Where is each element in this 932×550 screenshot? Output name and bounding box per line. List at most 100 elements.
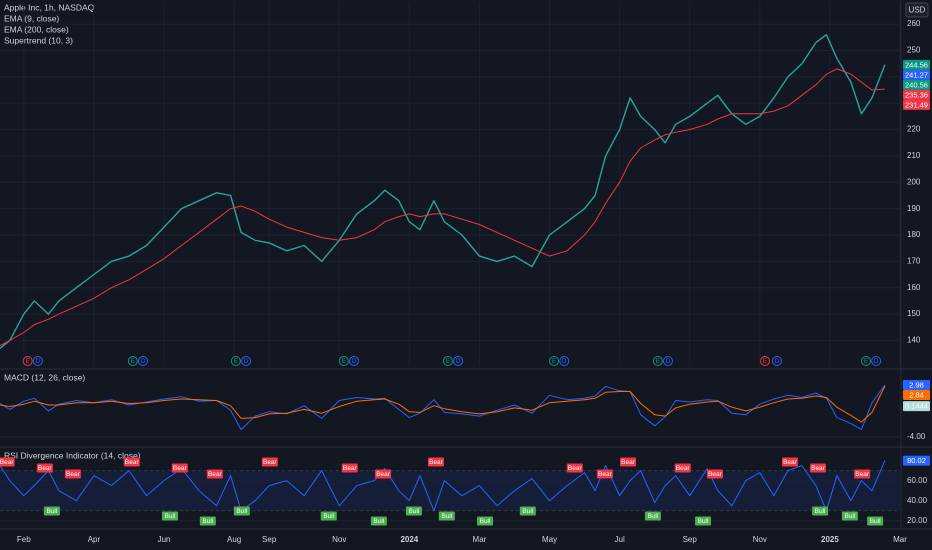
- event-label: E: [131, 358, 136, 365]
- x-tick-label: Sep: [683, 535, 698, 544]
- signal-label: Bull: [815, 508, 826, 515]
- x-tick-label: Nov: [332, 535, 346, 544]
- signal-label: Bear: [0, 459, 14, 466]
- signal-tag: [320, 511, 337, 521]
- signal-label: Bull: [202, 518, 213, 525]
- last-value-box: [903, 401, 930, 412]
- y-tick-label: 140: [907, 336, 921, 345]
- legend-entry: EMA (200, close): [4, 24, 69, 34]
- signal-tag: [123, 457, 140, 467]
- y-tick-label: 60.00: [907, 476, 928, 485]
- signal-label: Bear: [621, 459, 636, 466]
- series-line: [0, 460, 886, 512]
- signal-label: Bull: [236, 508, 247, 515]
- last-value-label: 231.49: [905, 100, 928, 109]
- event-label: E: [26, 358, 31, 365]
- signal-label: Bull: [441, 513, 452, 520]
- x-tick-label: Mar: [473, 535, 487, 544]
- signal-tag: [674, 463, 691, 473]
- y-tick-label: 250: [907, 46, 921, 55]
- event-marker: [771, 356, 782, 366]
- signal-tag: [261, 457, 278, 467]
- signal-label: Bull: [46, 508, 57, 515]
- x-tick-label: Aug: [227, 535, 241, 544]
- event-marker: [32, 356, 43, 366]
- y-tick-label: 180: [907, 230, 921, 239]
- signal-label: Bear: [811, 465, 826, 472]
- signal-label: Bull: [480, 518, 491, 525]
- y-tick-label: 160: [907, 283, 921, 292]
- x-tick-label: Mar: [893, 535, 907, 544]
- event-marker: [549, 356, 560, 366]
- event-label: E: [446, 358, 451, 365]
- signal-label: Bull: [323, 513, 334, 520]
- signal-label: Bear: [125, 459, 140, 466]
- pane: [0, 384, 900, 438]
- signal-tag: [596, 469, 613, 479]
- legend-entry: Supertrend (10, 3): [4, 35, 73, 45]
- event-label: D: [775, 358, 780, 365]
- signal-label: Bear: [783, 459, 798, 466]
- signal-label: Bull: [844, 513, 855, 520]
- signal-label: Bull: [870, 518, 881, 525]
- x-tick-label: Apr: [88, 535, 101, 544]
- signal-tag: [0, 457, 15, 467]
- event-marker: [662, 356, 673, 366]
- event-label: E: [342, 358, 347, 365]
- last-value-label: 2.84: [909, 390, 924, 399]
- last-value-label: 241.27: [905, 70, 928, 79]
- signal-label: Bear: [708, 471, 723, 478]
- last-value-label: 240.56: [905, 80, 928, 89]
- signal-label: Bear: [38, 465, 53, 472]
- signal-tag: [171, 463, 188, 473]
- last-value-label: 80.02: [907, 456, 926, 465]
- currency[interactable]: USD: [909, 6, 926, 15]
- series-line: [0, 385, 886, 423]
- signal-label: Bear: [66, 471, 81, 478]
- event-label: E: [864, 358, 869, 365]
- signal-label: Bear: [676, 465, 691, 472]
- event-label: D: [352, 358, 357, 365]
- last-value-label: 235.36: [905, 90, 928, 99]
- y-tick-label: 200: [907, 177, 921, 186]
- event-label: D: [141, 358, 146, 365]
- signal-tag: [43, 506, 60, 516]
- event-label: E: [552, 358, 557, 365]
- x-tick-label: Jul: [615, 535, 625, 544]
- legend-entry: EMA (9, close): [4, 13, 59, 23]
- event-marker: [760, 356, 771, 366]
- signal-label: Bear: [429, 459, 444, 466]
- event-marker: [22, 356, 33, 366]
- event-marker: [241, 356, 252, 366]
- y-tick-label: 260: [907, 19, 921, 28]
- signal-label: Bull: [165, 513, 176, 520]
- x-tick-label: May: [542, 535, 557, 544]
- event-label: D: [666, 358, 671, 365]
- signal-label: Bull: [647, 513, 658, 520]
- pane-title: MACD (12, 26, close): [4, 372, 85, 382]
- signal-tag: [341, 463, 358, 473]
- signal-label: Bear: [855, 471, 870, 478]
- x-tick-label: Nov: [753, 535, 767, 544]
- event-label: D: [456, 358, 461, 365]
- last-value-label: 0.1444: [905, 402, 928, 411]
- signal-tag: [36, 463, 53, 473]
- signal-label: Bear: [263, 459, 278, 466]
- signal-label: Bear: [208, 471, 223, 478]
- currency-button[interactable]: [905, 2, 929, 18]
- event-marker: [871, 356, 882, 366]
- signal-label: Bull: [408, 508, 419, 515]
- x-tick-label: Feb: [17, 535, 31, 544]
- signal-tag: [706, 469, 723, 479]
- event-marker: [137, 356, 148, 366]
- event-marker: [652, 356, 663, 366]
- y-tick-label: 220: [907, 125, 921, 134]
- signal-tag: [809, 463, 826, 473]
- signal-tag: [405, 506, 422, 516]
- y-tick-label: 20.00: [907, 516, 928, 525]
- y-tick-label: 210: [907, 151, 921, 160]
- event-marker: [442, 356, 453, 366]
- pane-title: RSI Divergence Indicator (14, close): [4, 450, 141, 460]
